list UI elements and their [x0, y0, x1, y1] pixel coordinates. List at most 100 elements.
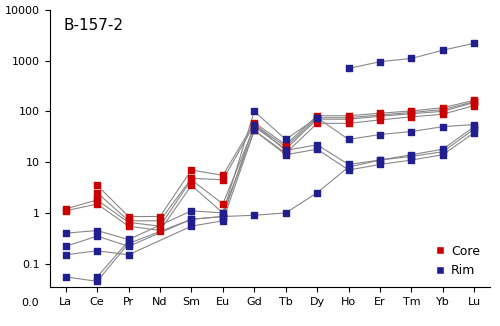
Point [439, 147, 447, 152]
Point [156, 228, 164, 233]
Point [344, 164, 352, 170]
Point [250, 128, 258, 133]
Point [408, 129, 416, 134]
Point [282, 151, 290, 156]
Point [470, 124, 478, 129]
Point [439, 111, 447, 117]
Point [250, 128, 258, 133]
Point [219, 210, 227, 215]
Point [219, 218, 227, 223]
Point [156, 214, 164, 219]
Point [62, 252, 70, 258]
Point [344, 117, 352, 122]
Legend: Core, Rim: Core, Rim [431, 241, 484, 281]
Point [282, 152, 290, 157]
Point [344, 168, 352, 173]
Point [282, 142, 290, 147]
Point [250, 109, 258, 114]
Point [376, 59, 384, 64]
Point [344, 115, 352, 120]
Point [376, 157, 384, 163]
Point [313, 115, 321, 120]
Point [62, 208, 70, 214]
Point [408, 114, 416, 119]
Point [282, 144, 290, 149]
Point [124, 241, 132, 246]
Point [188, 217, 196, 222]
Point [439, 152, 447, 157]
Point [344, 113, 352, 118]
Point [344, 66, 352, 71]
Point [313, 147, 321, 152]
Point [124, 237, 132, 242]
Point [93, 248, 101, 253]
Point [470, 99, 478, 104]
Point [282, 137, 290, 142]
Point [408, 157, 416, 163]
Point [219, 201, 227, 207]
Point [313, 117, 321, 122]
Point [219, 177, 227, 182]
Point [93, 195, 101, 200]
Point [470, 40, 478, 46]
Point [439, 107, 447, 112]
Point [313, 190, 321, 195]
Point [250, 122, 258, 127]
Point [93, 190, 101, 195]
Point [188, 168, 196, 173]
Point [219, 214, 227, 219]
Point [344, 162, 352, 167]
Point [376, 157, 384, 163]
Point [124, 238, 132, 244]
Point [250, 120, 258, 125]
Point [376, 114, 384, 119]
Point [408, 56, 416, 61]
Point [124, 218, 132, 223]
Point [439, 48, 447, 53]
Point [250, 213, 258, 218]
Point [344, 121, 352, 126]
Point [470, 122, 478, 127]
Point [439, 109, 447, 114]
Point [62, 230, 70, 236]
Point [62, 206, 70, 212]
Point [408, 111, 416, 116]
Point [219, 173, 227, 178]
Point [376, 112, 384, 118]
Point [62, 244, 70, 249]
Point [250, 124, 258, 129]
Point [408, 108, 416, 113]
Point [93, 274, 101, 279]
Point [188, 176, 196, 181]
Point [439, 105, 447, 110]
Point [282, 147, 290, 152]
Point [124, 244, 132, 249]
Point [408, 154, 416, 159]
Point [188, 183, 196, 188]
Point [344, 137, 352, 142]
Point [470, 103, 478, 108]
Point [124, 224, 132, 229]
Point [250, 122, 258, 127]
Point [376, 162, 384, 167]
Point [470, 98, 478, 103]
Text: B-157-2: B-157-2 [63, 18, 123, 33]
Point [470, 100, 478, 105]
Point [313, 115, 321, 120]
Point [93, 183, 101, 188]
Point [439, 149, 447, 155]
Point [93, 197, 101, 202]
Point [62, 274, 70, 279]
Point [282, 210, 290, 215]
Point [376, 117, 384, 123]
Point [376, 132, 384, 137]
Point [93, 279, 101, 284]
Point [470, 126, 478, 132]
Point [93, 201, 101, 207]
Point [313, 113, 321, 118]
Point [156, 218, 164, 223]
Point [219, 210, 227, 215]
Point [124, 252, 132, 258]
Point [313, 142, 321, 147]
Point [470, 130, 478, 135]
